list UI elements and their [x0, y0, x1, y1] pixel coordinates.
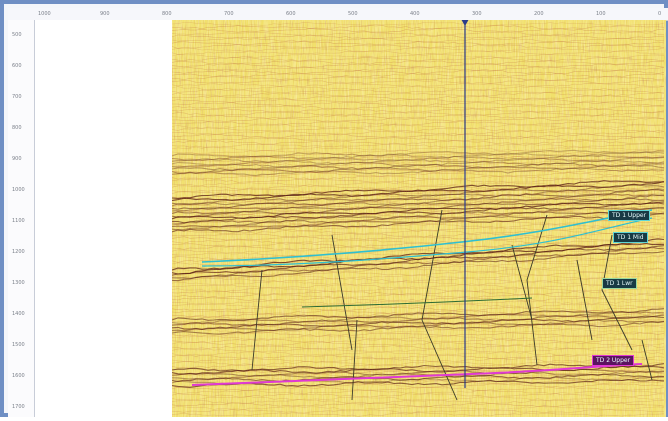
- top-ruler-tick: 0: [658, 11, 662, 17]
- horizon-td1-lower: [301, 297, 533, 308]
- left-ruler-tick: 1400: [12, 311, 25, 317]
- well-head-marker: [461, 19, 469, 26]
- fault-line: [526, 214, 548, 366]
- top-ruler-tick: 100: [596, 11, 606, 17]
- seismic-section[interactable]: [171, 19, 666, 417]
- fault-line: [421, 209, 458, 401]
- top-ruler-tick: 900: [100, 11, 110, 17]
- fault-line: [251, 269, 263, 371]
- left-ruler-tick: 700: [12, 94, 22, 100]
- left-ruler-tick: 900: [12, 156, 22, 162]
- fault-line: [641, 339, 653, 381]
- left-ruler-tick: 1300: [12, 280, 25, 286]
- top-ruler-tick: 1000: [38, 11, 51, 17]
- left-ruler-tick: 800: [12, 125, 22, 131]
- empty-canvas-area: [35, 20, 172, 417]
- horizon-label[interactable]: TD 1 Lwr: [602, 278, 637, 289]
- fault-line: [576, 259, 593, 341]
- left-ruler: 500 600 700 800 900 1000 1100 1200 1300 1400 1500 1…: [8, 20, 35, 417]
- horizon-td2-upper: [191, 363, 643, 386]
- left-ruler-tick: 500: [12, 32, 22, 38]
- left-ruler-tick: 600: [12, 63, 22, 69]
- horizon-td1-upper: [201, 209, 653, 263]
- top-ruler-tick: 500: [348, 11, 358, 17]
- horizon-label[interactable]: TD 1 Upper: [608, 210, 651, 221]
- horizon-label[interactable]: TD 2 Upper: [592, 355, 635, 366]
- top-ruler-tick: 600: [286, 11, 296, 17]
- left-ruler-tick: 1200: [12, 249, 25, 255]
- left-ruler-tick: 1000: [12, 187, 25, 193]
- left-ruler-tick: 1600: [12, 373, 25, 379]
- horizon-td1-mid: [201, 217, 653, 267]
- top-ruler-tick: 800: [162, 11, 172, 17]
- top-ruler-tick: 400: [410, 11, 420, 17]
- fault-line: [351, 319, 358, 401]
- top-ruler-tick: 300: [472, 11, 482, 17]
- top-ruler-tick: 700: [224, 11, 234, 17]
- horizon-label[interactable]: TD 1 Mid: [613, 232, 648, 243]
- left-ruler-tick: 1700: [12, 404, 25, 410]
- top-ruler-tick: 200: [534, 11, 544, 17]
- fault-line: [601, 234, 633, 351]
- fault-line: [511, 244, 533, 321]
- left-ruler-tick: 1100: [12, 218, 25, 224]
- seismic-section-view[interactable]: TD 1 Upper TD 1 Mid TD 1 Lwr TD 2 Upper: [171, 19, 666, 417]
- left-ruler-tick: 1500: [12, 342, 25, 348]
